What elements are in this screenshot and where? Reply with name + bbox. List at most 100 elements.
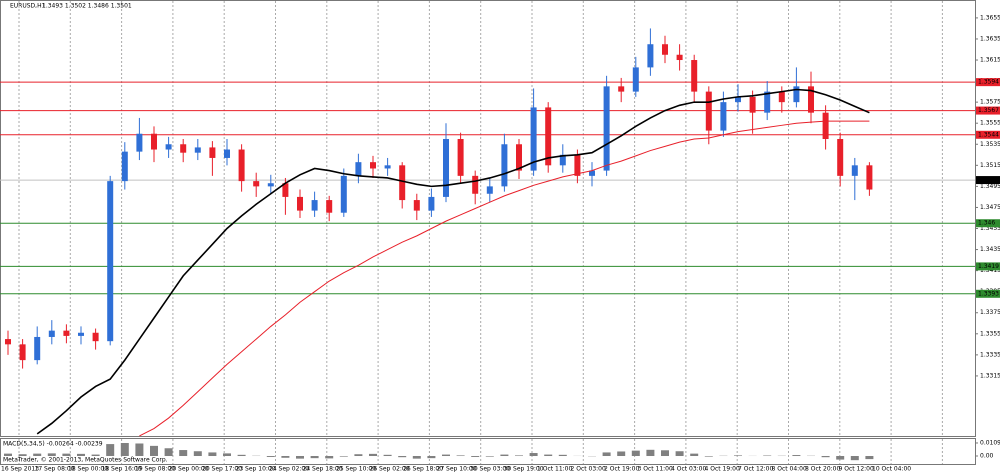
candle-body: [472, 175, 479, 194]
y-tick-label: 1.3575: [980, 99, 1000, 106]
macd-bar: [442, 454, 450, 457]
candle-body: [399, 165, 406, 201]
candle-body: [107, 181, 114, 342]
candle-body: [224, 149, 230, 158]
y-tick-label: 1.3375: [980, 309, 1000, 316]
candle-body: [574, 154, 581, 176]
candle-body: [530, 107, 537, 171]
macd-bar: [369, 453, 377, 457]
macd-bar: [91, 454, 100, 457]
macd-bar: [18, 454, 27, 457]
macd-bar: [77, 453, 85, 457]
candle-body: [486, 186, 493, 194]
macd-bar: [193, 451, 202, 457]
y-tick-label: 1.3475: [980, 204, 1000, 211]
macd-bar: [529, 453, 538, 457]
x-tick-label: 18 Sep 00:00: [68, 466, 108, 473]
macd-bar: [427, 456, 436, 459]
level-label: 1.346: [978, 220, 995, 227]
candle-body: [559, 154, 566, 166]
macd-tick-label: 0.00: [980, 453, 994, 460]
candle-body: [691, 60, 698, 92]
y-tick-label: 1.3635: [980, 35, 1000, 42]
candle-body: [516, 144, 522, 171]
x-tick-label: 2 Oct 19:00: [604, 466, 639, 473]
x-tick-label: 17 Sep 08:00: [35, 466, 75, 473]
x-tick-label: 25 Sep 10:00: [336, 466, 376, 473]
macd-bar: [237, 454, 246, 457]
macd-bar: [631, 450, 640, 457]
x-tick-label: 2 Oct 03:00: [571, 466, 606, 473]
macd-bar: [617, 451, 626, 457]
candle-body: [238, 149, 245, 182]
candle-body: [63, 330, 70, 336]
candle-body: [457, 138, 464, 176]
macd-bar: [734, 455, 742, 457]
level-label: 1.3393: [978, 290, 999, 297]
x-tick-label: 20 Sep 00:00: [169, 466, 209, 473]
macd-bar: [223, 453, 231, 457]
candle-body: [5, 339, 11, 345]
x-tick-label: 8 Oct 20:00: [805, 466, 840, 473]
macd-bar: [62, 453, 71, 457]
candle-body: [282, 183, 289, 197]
macd-bar: [558, 454, 567, 457]
candle-body: [78, 332, 84, 336]
level-tag: [976, 219, 1000, 228]
macd-bar: [602, 452, 611, 457]
macd-bar: [164, 448, 173, 457]
ma-fast-line: [36, 88, 870, 435]
macd-bar: [398, 456, 407, 458]
candle-body: [136, 133, 143, 152]
candle-body: [866, 165, 873, 190]
macd-bar: [690, 453, 699, 457]
macd-bar: [47, 453, 56, 457]
candle-body: [194, 147, 201, 153]
x-tick-label: 18 Sep 16:00: [102, 466, 142, 473]
candle-body: [735, 96, 741, 103]
price-pane: [0, 0, 976, 437]
candle-body: [311, 200, 318, 211]
macd-bar: [325, 456, 334, 459]
candle-body: [822, 112, 829, 139]
macd-bar: [836, 456, 845, 460]
quote: 1.3493 1.3502 1.3486 1.3501: [42, 3, 132, 10]
candle-body: [603, 86, 610, 171]
candle-body: [501, 144, 508, 187]
x-tick-label: 23 Sep 10:00: [236, 466, 276, 473]
macd-bar: [850, 456, 859, 461]
candle-body: [705, 91, 712, 131]
level-tag: [976, 262, 1000, 271]
candle-body: [545, 107, 552, 166]
current-price-label: 1.3501: [978, 177, 999, 184]
macd-bar: [661, 450, 669, 457]
macd-bar: [4, 453, 12, 457]
macd-bar: [471, 456, 480, 457]
candle-body: [253, 181, 260, 187]
candle-body: [180, 144, 187, 153]
macd-bar: [675, 451, 684, 457]
level-tag: [976, 78, 1000, 87]
candle-body: [34, 336, 41, 361]
macd-bar: [179, 450, 188, 457]
x-tick-label: 1 Oct 11:00: [537, 466, 572, 473]
macd-bar: [456, 455, 465, 457]
macd-bar: [485, 456, 494, 457]
candle-body: [297, 196, 303, 211]
candle-body: [370, 162, 376, 169]
macd-bar: [515, 455, 523, 457]
x-tick-label: 30 Sep 19:00: [504, 466, 544, 473]
macd-label: MACD(5,34,5) -0.00264 -0.00239: [3, 441, 103, 448]
level-label: 1.3544: [978, 131, 999, 138]
x-tick-label: 4 Oct 19:00: [705, 466, 740, 473]
y-tick-label: 1.3515: [980, 162, 1000, 169]
macd-bar: [500, 454, 509, 457]
macd-bar: [266, 456, 275, 457]
level-label: 1.3419: [978, 263, 999, 270]
candle-body: [793, 86, 800, 103]
y-tick-label: 1.3435: [980, 246, 1000, 253]
candle-body: [340, 175, 347, 213]
x-tick-label: 30 Sep 03:00: [470, 466, 510, 473]
y-tick-label: 1.3355: [980, 330, 1000, 337]
